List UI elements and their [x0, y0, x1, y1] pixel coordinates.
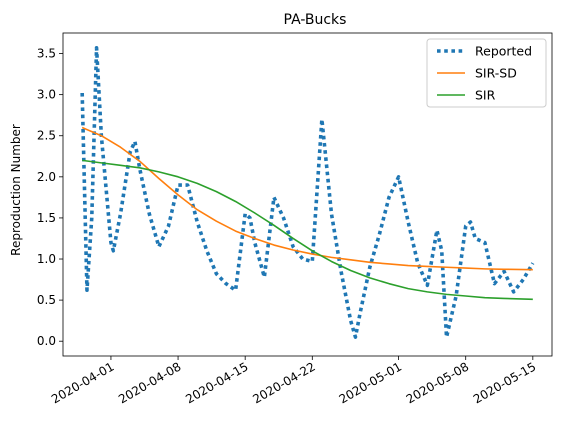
y-tick-label: 2.5: [37, 129, 56, 143]
y-tick-label: 1.0: [37, 252, 56, 266]
y-tick-label: 0.0: [37, 334, 56, 348]
y-tick-label: 3.5: [37, 47, 56, 61]
series-line-sir-sd: [81, 126, 533, 271]
y-tick-label: 2.0: [37, 170, 56, 184]
series-line-reported: [80, 45, 535, 339]
y-axis-label: Reproduction Number: [9, 124, 23, 256]
legend-label: SIR: [475, 88, 496, 103]
series-line-sir: [82, 159, 533, 301]
legend-box: [426, 38, 547, 108]
legend: Reported SIR-SD SIR: [426, 38, 547, 108]
chart-title: PA-Bucks: [284, 12, 347, 28]
series-layer: [80, 45, 535, 339]
legend-label: SIR-SD: [475, 66, 517, 81]
y-tick-label: 1.5: [37, 211, 56, 225]
y-tick-label: 3.0: [37, 88, 56, 102]
y-axis: 0.0 0.5 1.0 1.5 2.0 2.5 3.0 3.5: [37, 47, 63, 348]
plot-frame: [62, 32, 553, 357]
legend-label: Reported: [475, 44, 532, 59]
y-tick-label: 0.5: [37, 293, 56, 307]
